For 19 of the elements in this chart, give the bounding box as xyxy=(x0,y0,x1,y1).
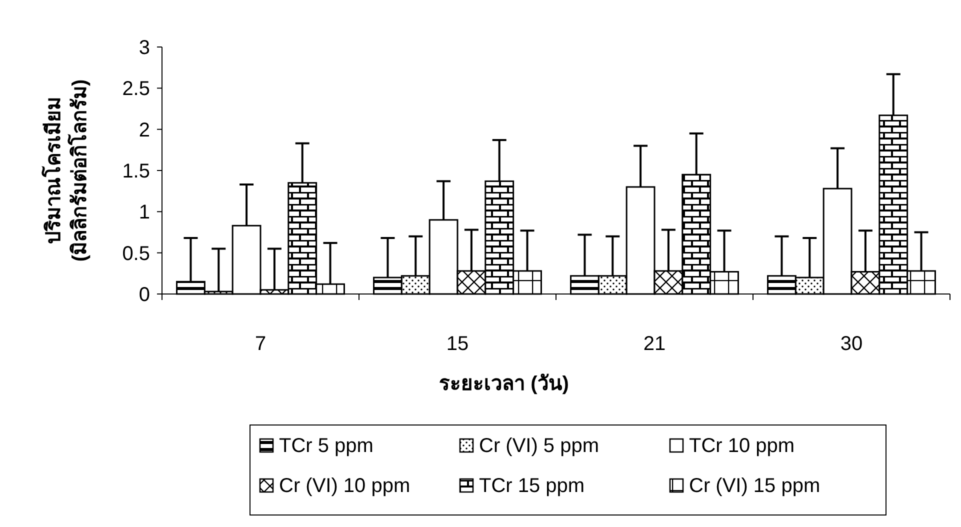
legend-label: Cr (VI) 15 ppm xyxy=(689,475,820,497)
y-tick-label: 2 xyxy=(138,119,150,142)
y-tick-label: 2.5 xyxy=(122,78,150,100)
legend-label: Cr (VI) 10 ppm xyxy=(279,475,410,497)
y-tick-label: 0 xyxy=(138,284,150,306)
legend-label: Cr (VI) 5 ppm xyxy=(479,435,600,457)
x-axis-title: ระยะเวลา (วัน) xyxy=(439,373,569,395)
legend-label: TCr 5 ppm xyxy=(279,435,374,457)
x-tick-label: 7 xyxy=(254,333,266,355)
legend-label: TCr 15 ppm xyxy=(479,475,585,497)
y-tick-label: 1 xyxy=(138,202,150,224)
legend-label: TCr 10 ppm xyxy=(689,435,795,457)
x-tick-label: 15 xyxy=(446,333,469,355)
x-tick-label: 21 xyxy=(643,333,666,355)
x-tick-label: 30 xyxy=(840,333,863,355)
y-axis-title: ปริมาณโครเมียม (มิลลิกรัมต่อกิโลกรัม) xyxy=(41,79,91,262)
y-tick-label: 3 xyxy=(138,37,150,59)
y-tick-label: 0.5 xyxy=(122,242,150,265)
y-tick-label: 1.5 xyxy=(122,160,150,182)
